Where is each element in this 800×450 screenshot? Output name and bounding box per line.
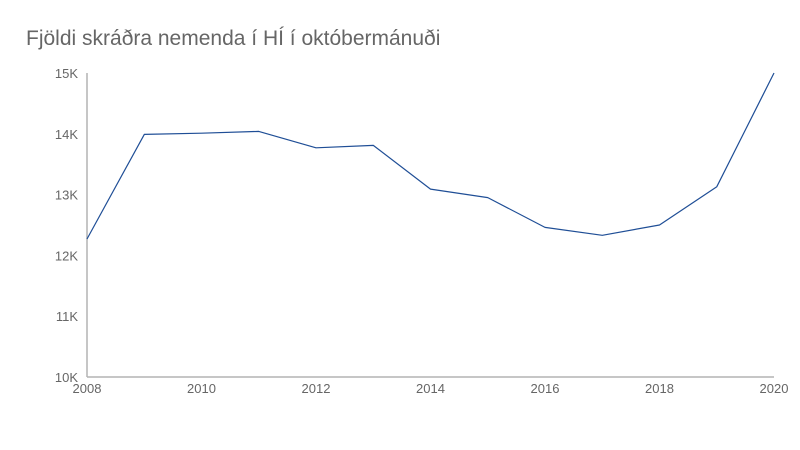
x-tick-label: 2016 xyxy=(531,381,560,396)
y-tick-label: 11K xyxy=(56,309,78,324)
x-tick-label: 2014 xyxy=(416,381,445,396)
series-line xyxy=(86,72,775,240)
y-tick-label: 14K xyxy=(55,127,78,142)
y-tick-label: 10K xyxy=(55,370,78,385)
y-tick-label: 13K xyxy=(55,188,78,203)
y-tick-label: 15K xyxy=(55,66,78,81)
x-tick-label: 2010 xyxy=(187,381,216,396)
x-tick-label: 2020 xyxy=(760,381,789,396)
y-tick-label: 12K xyxy=(55,248,78,263)
x-tick-label: 2012 xyxy=(302,381,331,396)
x-axis-ticks: 2008 2010 2012 2014 2016 2018 2020 xyxy=(73,381,789,396)
x-tick-label: 2018 xyxy=(645,381,674,396)
y-axis-ticks: 10K 11K 12K 13K 14K 15K xyxy=(55,66,78,385)
chart-title: Fjöldi skráðra nemenda í HÍ í októbermán… xyxy=(26,27,441,50)
x-tick-label: 2008 xyxy=(73,381,102,396)
